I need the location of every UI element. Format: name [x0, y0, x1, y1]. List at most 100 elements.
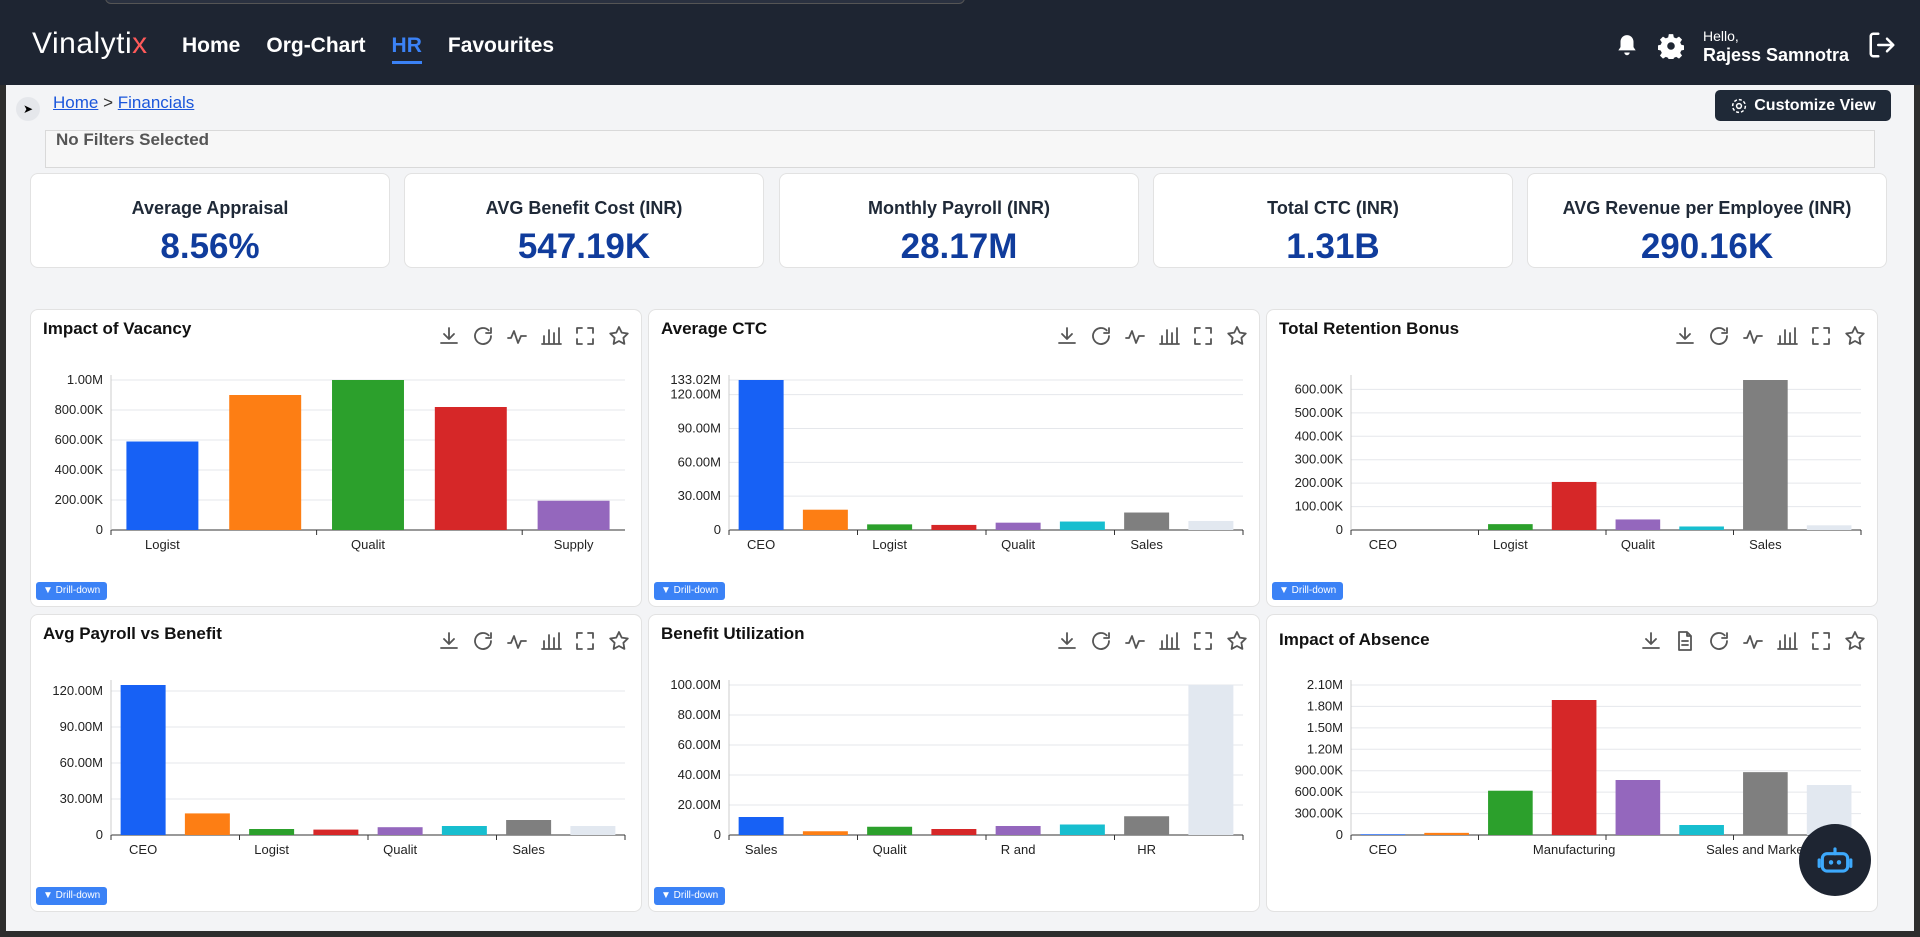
chart-bar[interactable]: [441, 826, 487, 835]
bell-icon[interactable]: [1614, 33, 1640, 59]
document-icon[interactable]: [1673, 629, 1697, 653]
app-logo[interactable]: Vinalytix: [32, 27, 148, 60]
chart-bar[interactable]: [738, 817, 784, 835]
download-icon[interactable]: [1639, 629, 1663, 653]
fullscreen-icon[interactable]: [1809, 324, 1833, 348]
chart-bar[interactable]: [1615, 780, 1661, 835]
chart-bar[interactable]: [1551, 700, 1597, 835]
refresh-icon[interactable]: [1707, 324, 1731, 348]
logout-icon[interactable]: [1867, 30, 1897, 60]
star-icon[interactable]: [607, 324, 631, 348]
chart-bar[interactable]: [1059, 824, 1105, 836]
nav-org-chart[interactable]: Org-Chart: [266, 34, 366, 57]
star-icon[interactable]: [1225, 324, 1249, 348]
refresh-icon[interactable]: [1089, 629, 1113, 653]
chart-bar[interactable]: [1551, 481, 1597, 530]
chart-bar[interactable]: [332, 380, 404, 530]
download-icon[interactable]: [1055, 629, 1079, 653]
chart-bar[interactable]: [229, 395, 302, 530]
chart-bar[interactable]: [995, 826, 1041, 835]
chart-bar[interactable]: [802, 509, 848, 530]
download-icon[interactable]: [437, 629, 461, 653]
drill-down-button[interactable]: ▼ Drill-down: [36, 887, 108, 905]
top-navbar: Vinalytix Home Org-Chart HR Favourites H…: [0, 0, 1920, 85]
customize-view-button[interactable]: Customize View: [1715, 90, 1891, 121]
chart-bar[interactable]: [249, 829, 295, 835]
star-icon[interactable]: [607, 629, 631, 653]
sidebar-expand-button[interactable]: ➤: [16, 97, 40, 121]
drill-down-button[interactable]: ▼ Drill-down: [36, 582, 108, 600]
fullscreen-icon[interactable]: [1191, 324, 1215, 348]
drill-down-button[interactable]: ▼ Drill-down: [654, 887, 726, 905]
line-chart-icon[interactable]: [505, 324, 529, 348]
chart-bar[interactable]: [506, 820, 552, 835]
chart-bar[interactable]: [1188, 685, 1234, 835]
chart-bar[interactable]: [1806, 525, 1852, 530]
refresh-icon[interactable]: [471, 324, 495, 348]
chart-bar[interactable]: [1059, 521, 1105, 530]
refresh-icon[interactable]: [471, 629, 495, 653]
chart-bar[interactable]: [931, 829, 977, 835]
chart-bar[interactable]: [313, 829, 359, 835]
nav-home[interactable]: Home: [182, 34, 241, 57]
line-chart-icon[interactable]: [1123, 629, 1147, 653]
chart-bar[interactable]: [867, 524, 913, 530]
refresh-icon[interactable]: [1089, 324, 1113, 348]
chart-bar[interactable]: [1615, 519, 1661, 530]
chart-bar[interactable]: [570, 826, 616, 835]
line-chart-icon[interactable]: [1741, 629, 1765, 653]
nav-hr[interactable]: HR: [391, 34, 422, 64]
chart-bar[interactable]: [995, 522, 1041, 530]
star-icon[interactable]: [1225, 629, 1249, 653]
chart-bar[interactable]: [738, 380, 784, 530]
line-chart-icon[interactable]: [505, 629, 529, 653]
star-icon[interactable]: [1843, 324, 1867, 348]
bar-chart-icon[interactable]: [1775, 629, 1799, 653]
chart-bar[interactable]: [377, 827, 423, 835]
fullscreen-icon[interactable]: [1809, 629, 1833, 653]
chart-bar[interactable]: [1679, 526, 1724, 530]
chart-bar[interactable]: [120, 685, 166, 835]
bar-chart-icon[interactable]: [1775, 324, 1799, 348]
drill-down-button[interactable]: ▼ Drill-down: [654, 582, 726, 600]
chart-bar[interactable]: [1124, 816, 1170, 835]
download-icon[interactable]: [1673, 324, 1697, 348]
fullscreen-icon[interactable]: [573, 324, 597, 348]
chart-bar[interactable]: [126, 441, 199, 531]
nav-favourites[interactable]: Favourites: [447, 34, 555, 57]
bar-chart-icon[interactable]: [1157, 629, 1181, 653]
chart-bar[interactable]: [537, 500, 610, 530]
chart-bar[interactable]: [867, 826, 913, 835]
chart-bar[interactable]: [1743, 772, 1788, 835]
chart-bar[interactable]: [1743, 380, 1788, 530]
chart-bar[interactable]: [1488, 790, 1533, 835]
chart-bar[interactable]: [1124, 512, 1170, 530]
line-chart-icon[interactable]: [1741, 324, 1765, 348]
chart-bar[interactable]: [1424, 832, 1469, 835]
bar-chart-icon[interactable]: [539, 324, 563, 348]
chart-bar[interactable]: [1360, 834, 1406, 835]
bar-chart-icon[interactable]: [539, 629, 563, 653]
breadcrumb-home-link[interactable]: Home: [53, 93, 99, 112]
gear-icon[interactable]: [1658, 33, 1684, 59]
download-icon[interactable]: [1055, 324, 1079, 348]
drill-down-button[interactable]: ▼ Drill-down: [1272, 582, 1344, 600]
chart-bar[interactable]: [1679, 825, 1724, 835]
download-icon[interactable]: [437, 324, 461, 348]
y-tick-label: 60.00M: [678, 454, 721, 469]
star-icon[interactable]: [1843, 629, 1867, 653]
fullscreen-icon[interactable]: [573, 629, 597, 653]
chart-bar[interactable]: [802, 831, 848, 835]
bar-chart-icon[interactable]: [1157, 324, 1181, 348]
line-chart-icon[interactable]: [1123, 324, 1147, 348]
breadcrumb-financials-link[interactable]: Financials: [117, 93, 195, 112]
greeting: Hello,: [1703, 28, 1739, 44]
refresh-icon[interactable]: [1707, 629, 1731, 653]
fullscreen-icon[interactable]: [1191, 629, 1215, 653]
chart-bar[interactable]: [1188, 520, 1234, 530]
chatbot-button[interactable]: [1799, 824, 1871, 896]
chart-bar[interactable]: [184, 813, 230, 835]
chart-bar[interactable]: [434, 407, 507, 530]
chart-bar[interactable]: [1488, 524, 1533, 530]
chart-bar[interactable]: [931, 524, 977, 530]
